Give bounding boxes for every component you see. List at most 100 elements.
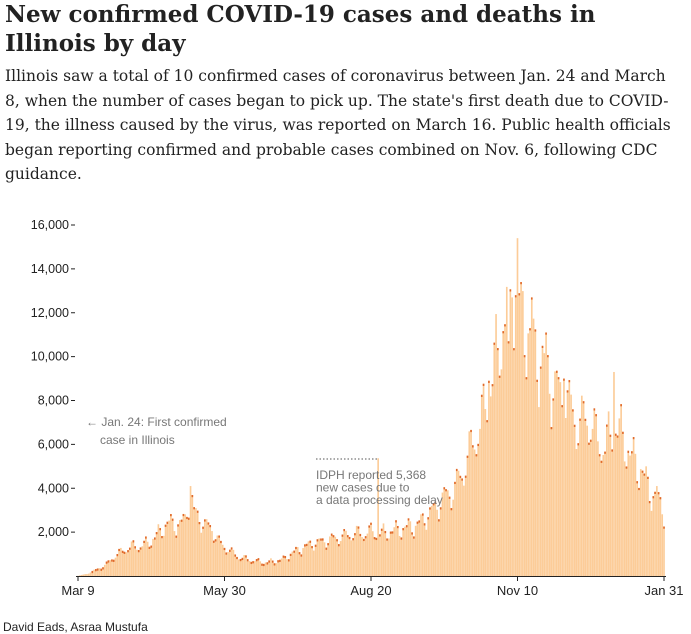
death-marker [108, 560, 110, 562]
death-marker [611, 449, 613, 451]
bar [104, 565, 106, 576]
death-marker [451, 508, 453, 510]
death-marker [331, 534, 333, 536]
bar [306, 544, 308, 576]
death-marker [552, 398, 554, 400]
death-marker [363, 539, 365, 541]
bar [281, 558, 283, 576]
bar [576, 449, 578, 576]
bar [79, 575, 81, 576]
bar [99, 568, 101, 576]
bar [345, 531, 347, 576]
bar [368, 525, 370, 576]
bar [84, 574, 86, 576]
bar [527, 333, 529, 576]
bar [258, 558, 260, 576]
death-marker [213, 541, 215, 543]
death-marker [156, 532, 158, 534]
bar [340, 541, 342, 576]
bar [615, 434, 617, 576]
death-marker [354, 533, 356, 535]
bar [656, 486, 658, 576]
bar [147, 542, 149, 576]
death-marker [231, 547, 233, 549]
death-marker [477, 444, 479, 446]
bar [418, 520, 420, 576]
death-marker [499, 376, 501, 378]
death-marker [583, 401, 585, 403]
death-marker [401, 537, 403, 539]
death-marker [561, 405, 563, 407]
death-marker [663, 527, 665, 529]
bar [184, 514, 186, 576]
death-marker [175, 536, 177, 538]
bar [361, 537, 363, 576]
bar [551, 427, 553, 576]
death-marker [347, 535, 349, 537]
bar [172, 519, 174, 576]
bar [218, 535, 220, 576]
bar [177, 524, 179, 576]
bar [390, 532, 392, 576]
death-marker [536, 380, 538, 382]
bar [183, 514, 185, 576]
bar [502, 331, 504, 576]
bar [461, 478, 463, 576]
death-marker [188, 518, 190, 520]
bar [138, 550, 140, 576]
bar [272, 561, 274, 576]
bar [451, 508, 453, 576]
bar [626, 466, 628, 576]
bar [422, 513, 424, 576]
bar [518, 293, 520, 576]
bar [431, 506, 433, 576]
bar [383, 523, 385, 576]
bar [511, 297, 513, 576]
bar [565, 418, 567, 576]
bar [660, 497, 662, 576]
death-marker [277, 560, 279, 562]
death-marker [199, 522, 201, 524]
bar [595, 414, 597, 576]
bar [570, 395, 572, 576]
death-marker [374, 537, 376, 539]
bar [640, 469, 642, 576]
death-marker [295, 547, 297, 549]
bar [654, 492, 656, 576]
y-tick-label: 12,000 [31, 306, 69, 320]
death-marker [594, 408, 596, 410]
bar [236, 557, 238, 576]
bar [154, 537, 156, 576]
death-marker [359, 534, 361, 536]
bar [493, 343, 495, 576]
y-tick-label: 16,000 [31, 218, 69, 232]
death-marker [545, 332, 547, 334]
y-tick-label: 14,000 [31, 262, 69, 276]
death-marker [261, 564, 263, 566]
death-marker [197, 511, 199, 513]
bar [413, 536, 415, 576]
bar [633, 437, 635, 576]
y-tick-label: 4,000 [38, 481, 69, 495]
bar [299, 552, 301, 576]
bar [624, 461, 626, 576]
bar [301, 554, 303, 576]
bar [304, 544, 306, 576]
death-marker [218, 535, 220, 537]
bar [629, 456, 631, 576]
bar [376, 538, 378, 576]
bar [594, 408, 596, 576]
bar [483, 384, 485, 576]
death-marker [322, 538, 324, 540]
death-marker [256, 559, 258, 561]
bar [136, 550, 138, 576]
death-marker [290, 554, 292, 556]
bar [195, 508, 197, 576]
bar [181, 520, 183, 576]
chart-title: New confirmed COVID-19 cases and deaths … [5, 0, 685, 58]
death-marker [472, 445, 474, 447]
death-marker [236, 557, 238, 559]
bar [302, 548, 304, 576]
death-marker [515, 295, 517, 297]
